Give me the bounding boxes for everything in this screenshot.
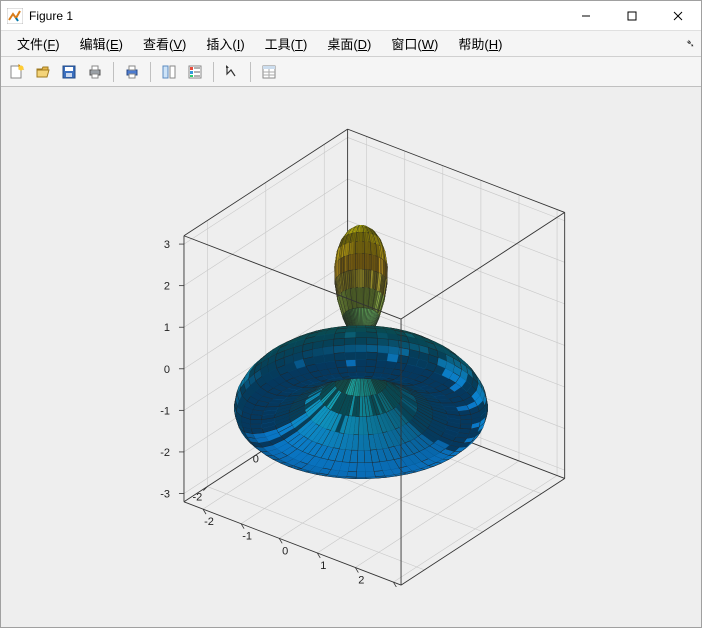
menu-e[interactable]: 编辑(E): [70, 31, 133, 56]
edit-plot-icon[interactable]: [220, 60, 244, 84]
save-icon[interactable]: [57, 60, 81, 84]
open-icon[interactable]: [31, 60, 55, 84]
svg-text:-3: -3: [160, 488, 170, 500]
svg-text:-2: -2: [192, 492, 202, 504]
window-controls: [563, 1, 701, 30]
menu-t[interactable]: 工具(T): [255, 31, 318, 56]
svg-text:2: 2: [164, 281, 170, 293]
svg-text:0: 0: [282, 545, 288, 557]
svg-text:3: 3: [164, 239, 170, 251]
toolbar-separator: [113, 62, 114, 82]
maximize-button[interactable]: [609, 1, 655, 30]
svg-text:-1: -1: [242, 531, 252, 543]
new-figure-icon[interactable]: [5, 60, 29, 84]
menu-d[interactable]: 桌面(D): [317, 31, 381, 56]
toolbar: [1, 57, 701, 87]
property-editor-icon[interactable]: [257, 60, 281, 84]
menu-f[interactable]: 文件(F): [7, 31, 70, 56]
menu-i[interactable]: 插入(I): [196, 31, 254, 56]
svg-text:0: 0: [253, 453, 259, 465]
svg-text:-2: -2: [160, 447, 170, 459]
svg-text:2: 2: [358, 575, 364, 587]
toolbar-separator: [250, 62, 251, 82]
window-title: Figure 1: [29, 9, 563, 23]
svg-text:-2: -2: [204, 516, 214, 528]
print-preview-icon[interactable]: [120, 60, 144, 84]
menubar: 文件(F)编辑(E)查看(V)插入(I)工具(T)桌面(D)窗口(W)帮助(H)…: [1, 31, 701, 57]
svg-text:0: 0: [164, 364, 170, 376]
svg-text:1: 1: [320, 560, 326, 572]
titlebar: Figure 1: [1, 1, 701, 31]
menu-v[interactable]: 查看(V): [133, 31, 196, 56]
surface-plot: [234, 225, 487, 478]
matlab-icon: [7, 8, 23, 24]
menubar-overflow-icon[interactable]: ➴: [686, 37, 695, 50]
close-button[interactable]: [655, 1, 701, 30]
minimize-button[interactable]: [563, 1, 609, 30]
toolbar-separator: [213, 62, 214, 82]
menu-h[interactable]: 帮助(H): [448, 31, 512, 56]
svg-text:-1: -1: [160, 405, 170, 417]
figure-area[interactable]: -3-2-10123-2-10123-202: [1, 87, 701, 627]
menu-w[interactable]: 窗口(W): [381, 31, 448, 56]
axes-3d: -3-2-10123-2-10123-202: [71, 127, 631, 587]
svg-text:1: 1: [164, 322, 170, 334]
figure-window: Figure 1 文件(F)编辑(E)查看(V)插入(I)工具(T)桌面(D)窗…: [0, 0, 702, 628]
print-icon[interactable]: [83, 60, 107, 84]
color-legend-icon[interactable]: [183, 60, 207, 84]
link-plot-icon[interactable]: [157, 60, 181, 84]
toolbar-separator: [150, 62, 151, 82]
